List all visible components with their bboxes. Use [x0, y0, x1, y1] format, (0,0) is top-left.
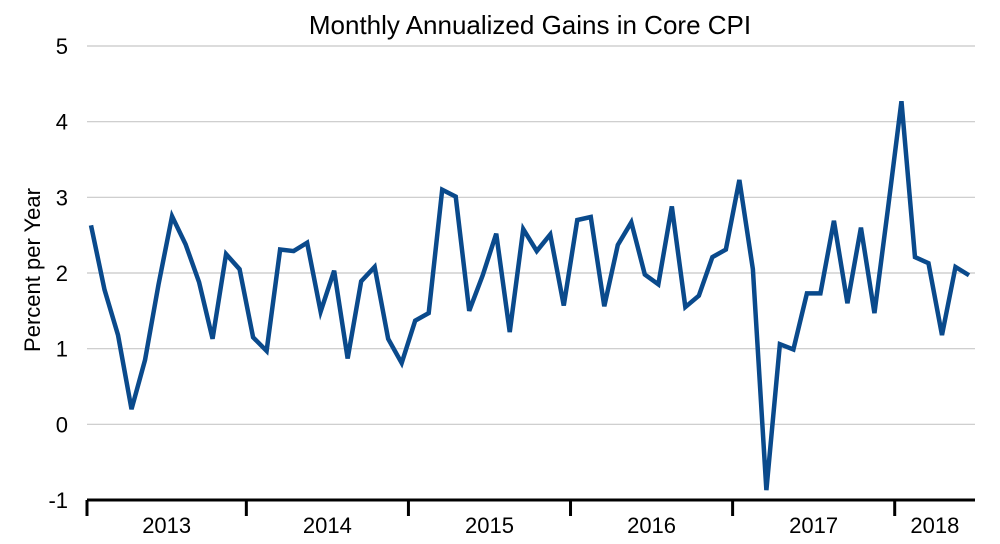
y-tick-labels: -1 0 1 2 3 4 5	[48, 34, 68, 513]
x-tick-label: 2014	[303, 513, 352, 538]
gridlines	[87, 45, 975, 425]
x-tick-label: 2018	[910, 513, 959, 538]
x-tick-label: 2015	[465, 513, 514, 538]
x-tick-label: 2013	[142, 513, 191, 538]
y-tick-label: 2	[56, 261, 68, 286]
series-line	[88, 100, 971, 491]
chart-title: Monthly Annualized Gains in Core CPI	[309, 10, 751, 40]
y-tick-label: -1	[48, 488, 68, 513]
series-layer	[88, 100, 971, 491]
x-axis: 2013 2014 2015 2016 2017 2018	[85, 498, 975, 538]
y-tick-label: 3	[56, 185, 68, 210]
y-tick-label: 1	[56, 337, 68, 362]
x-tick-label: 2016	[627, 513, 676, 538]
y-tick-label: 0	[56, 412, 68, 437]
y-tick-label: 5	[56, 34, 68, 59]
x-tick-label: 2017	[789, 513, 838, 538]
y-axis-label: Percent per Year	[20, 188, 45, 352]
y-tick-label: 4	[56, 110, 68, 135]
